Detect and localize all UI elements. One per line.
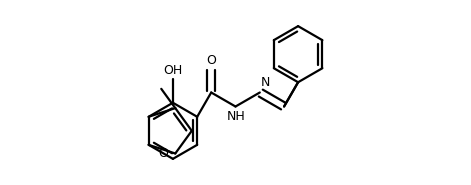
- Text: O: O: [206, 54, 216, 67]
- Text: O: O: [158, 147, 168, 160]
- Text: OH: OH: [163, 64, 183, 77]
- Text: NH: NH: [227, 110, 246, 123]
- Text: N: N: [261, 76, 270, 89]
